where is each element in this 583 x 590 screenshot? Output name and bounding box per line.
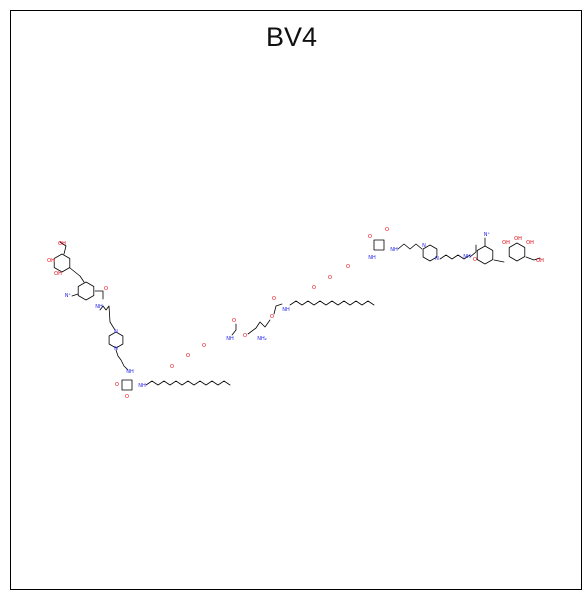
right-carbamate-ester-o: O xyxy=(270,314,274,320)
left-oh-label-1: OH xyxy=(58,241,66,247)
left-carbamate xyxy=(231,323,237,336)
right-amide-o-label: O xyxy=(473,257,477,263)
left-ch2oh xyxy=(59,241,67,255)
right-piperazine-n1: N xyxy=(422,243,426,249)
left-propyl-chain-2 xyxy=(115,349,129,371)
left-amide-o-label: O xyxy=(104,286,108,292)
molecule-bonds xyxy=(53,237,541,391)
right-amide-bond xyxy=(469,244,477,258)
right-carbamate xyxy=(273,303,283,315)
left-squarate-o1: O xyxy=(115,382,119,388)
right-oh-label-3: OH xyxy=(526,240,534,246)
left-piperazine-n1: N xyxy=(114,329,118,335)
figure-frame xyxy=(10,10,582,590)
right-piperazine-n2: N xyxy=(435,256,439,262)
right-oh-label-2: OH xyxy=(514,236,522,242)
central-linker xyxy=(247,319,271,335)
left-oh-label-3: OH xyxy=(54,271,62,277)
left-glycoside-link xyxy=(69,267,85,283)
left-peg-o2: O xyxy=(186,353,190,359)
left-nitro-label: N⁺ xyxy=(65,293,72,299)
left-glucose-ring xyxy=(53,253,71,273)
right-propyl-chain-1 xyxy=(397,243,423,250)
left-propyl-chain-1 xyxy=(99,305,116,331)
left-piperazine-ring xyxy=(108,331,124,349)
left-carbamate-o: O xyxy=(232,318,236,324)
right-ch2oh xyxy=(525,256,541,261)
right-peg-o1: O xyxy=(312,285,316,291)
right-glucose-ring xyxy=(508,242,526,262)
right-squarate-nh-label: NH xyxy=(368,255,376,261)
right-carbamate-o: O xyxy=(272,296,276,302)
right-peg-o3: O xyxy=(346,264,350,270)
left-squarate-ring xyxy=(121,379,133,391)
left-carbamate-nh: NH xyxy=(226,336,234,342)
left-peg-o3: O xyxy=(202,343,206,349)
right-squarate-o2: O xyxy=(385,227,389,233)
left-benzene-ring xyxy=(77,281,95,301)
right-squarate-nh2: NH xyxy=(390,247,398,253)
right-propyl-chain-2 xyxy=(439,254,471,260)
central-amine-label: NH₂ xyxy=(257,336,267,342)
right-squarate-o1: O xyxy=(368,234,372,240)
left-carbamate-ester-o: O xyxy=(243,333,247,339)
left-amide-bond xyxy=(94,290,104,300)
right-nitro-label: N⁺ xyxy=(484,232,491,238)
left-piperazine-n2: N xyxy=(114,346,118,352)
left-nitro-bond xyxy=(71,293,79,297)
right-piperazine-ring xyxy=(422,244,438,262)
right-oh-label-4: OH xyxy=(536,258,544,264)
left-squarate-o2: O xyxy=(125,394,129,400)
left-squarate-nh2: NH xyxy=(138,383,146,389)
right-benzene-ring xyxy=(476,245,494,265)
right-amide-nh-label: NH xyxy=(463,254,471,260)
right-carbamate-nh: NH xyxy=(282,307,290,313)
left-peg-chain xyxy=(145,380,231,386)
left-squarate-nh-label: NH xyxy=(126,369,134,375)
right-glycoside-link xyxy=(493,259,505,263)
right-squarate-ring xyxy=(373,239,385,251)
figure-title: BV4 xyxy=(265,22,318,52)
left-amide-nh-label: NH xyxy=(95,304,103,310)
right-peg-o2: O xyxy=(328,275,332,281)
right-oh-label-1: OH xyxy=(502,240,510,246)
left-oh-label-2: OH xyxy=(47,258,55,264)
left-peg-o1: O xyxy=(170,364,174,370)
right-peg-chain xyxy=(289,300,375,306)
